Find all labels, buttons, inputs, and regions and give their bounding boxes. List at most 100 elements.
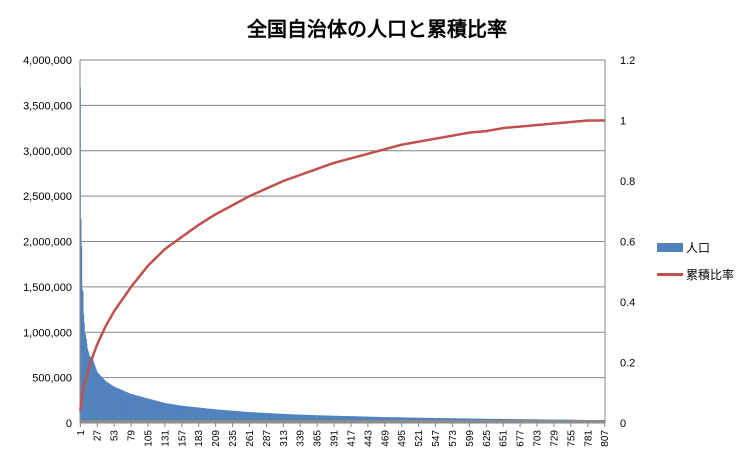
bar [107, 382, 109, 423]
bar [206, 408, 208, 423]
bar [325, 415, 327, 423]
bar [87, 351, 89, 423]
bar [147, 398, 148, 423]
bar [236, 411, 238, 423]
bar [288, 414, 290, 423]
x-tick-label: 599 [465, 430, 476, 447]
x-tick-label: 547 [431, 430, 442, 447]
bar [281, 413, 282, 423]
bar [114, 386, 116, 423]
bar [302, 414, 304, 423]
x-tick-label: 261 [245, 430, 256, 447]
bar [228, 410, 230, 423]
bar [186, 406, 187, 423]
legend-swatch-line [657, 273, 683, 276]
bar [290, 414, 292, 423]
bar [104, 380, 106, 423]
bar [244, 411, 246, 423]
bar [287, 414, 289, 423]
bar [303, 414, 305, 423]
bar [314, 415, 316, 423]
bar [367, 416, 369, 423]
bar [225, 410, 227, 423]
bar [171, 404, 173, 423]
x-tick-label: 183 [194, 430, 205, 447]
bar [128, 392, 130, 423]
bar [359, 416, 361, 423]
x-tick-label: 651 [499, 430, 510, 447]
bar [353, 416, 355, 423]
bar [189, 406, 191, 423]
bar [220, 409, 222, 423]
bar [162, 402, 164, 423]
bar [334, 415, 336, 423]
bar [176, 405, 178, 423]
bar [113, 386, 115, 423]
bar [357, 416, 359, 423]
bar [148, 398, 150, 423]
bar [373, 416, 375, 423]
bar [279, 413, 281, 423]
bar [323, 415, 325, 423]
bar [252, 412, 254, 423]
bar [116, 387, 118, 423]
bar [319, 415, 321, 423]
bar [249, 412, 251, 423]
bar [245, 411, 247, 423]
bar [191, 406, 193, 423]
bar [259, 412, 261, 423]
bar [117, 388, 118, 423]
bar [152, 399, 154, 423]
legend-item-cumulative: 累積比率 [657, 261, 734, 288]
bar [331, 415, 333, 423]
bar [262, 412, 264, 423]
bar [335, 415, 337, 423]
bar [305, 414, 307, 423]
bar [308, 414, 310, 423]
bar [223, 410, 225, 423]
bar [265, 412, 267, 423]
y-left-tick-label: 2,000,000 [23, 237, 72, 249]
bar [124, 391, 126, 423]
bar [344, 416, 346, 423]
bar [343, 416, 345, 423]
x-tick-label: 677 [516, 430, 527, 447]
x-tick-label: 417 [347, 430, 358, 447]
bar [282, 413, 284, 423]
bar [131, 394, 133, 423]
bar [125, 391, 127, 423]
bar [351, 416, 353, 423]
bar [86, 343, 88, 423]
bar [340, 415, 342, 423]
bar [118, 388, 120, 423]
x-tick-label: 781 [583, 430, 594, 447]
bar [144, 397, 146, 423]
bar [271, 413, 273, 423]
bar [247, 411, 249, 423]
bar [126, 392, 128, 423]
bar [285, 414, 287, 423]
bar [88, 353, 90, 423]
bar [161, 402, 163, 423]
bar [168, 403, 170, 423]
bar [291, 414, 293, 423]
cumulative-line [79, 119, 605, 412]
bar [337, 415, 339, 423]
bar [197, 407, 199, 423]
x-axis-band [80, 420, 605, 423]
bar [89, 355, 91, 423]
bar [115, 387, 117, 423]
bar [102, 378, 104, 423]
bar [92, 359, 94, 423]
bar [245, 411, 247, 423]
grid-lines [80, 59, 605, 424]
bar [180, 405, 182, 423]
bar [240, 411, 242, 423]
bar [256, 412, 258, 423]
bar [109, 383, 111, 423]
bar [277, 413, 279, 423]
bar [351, 416, 353, 423]
bar [132, 394, 134, 423]
bar [155, 400, 157, 423]
x-tick-label: 209 [211, 430, 222, 447]
